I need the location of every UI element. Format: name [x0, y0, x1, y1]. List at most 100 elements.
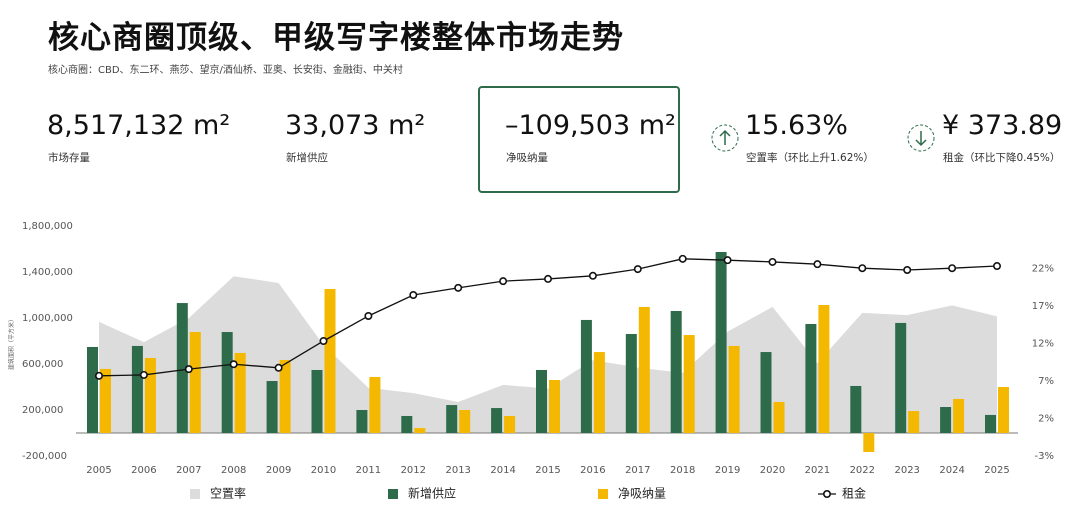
bar	[985, 414, 996, 433]
x-tick-label: 2010	[311, 465, 336, 476]
kpi-value: 15.63%	[745, 110, 848, 141]
line-point	[95, 371, 104, 380]
x-tick-label: 2024	[939, 465, 964, 476]
y-axis-label: 建筑面积（平方米）	[8, 316, 16, 370]
line-point	[274, 363, 283, 372]
y-tick-label: 600,000	[22, 359, 63, 370]
bar	[491, 408, 503, 433]
line-point	[499, 277, 508, 286]
legend-swatch	[598, 489, 608, 499]
x-tick-label: 2015	[535, 465, 560, 476]
bar	[504, 415, 516, 433]
line-point	[768, 257, 777, 266]
x-tick-label: 2016	[580, 465, 605, 476]
bar	[536, 369, 547, 433]
x-tick-label: 2025	[984, 465, 1009, 476]
x-tick-label: 2007	[176, 465, 201, 476]
bar	[908, 411, 920, 433]
plot	[76, 251, 1018, 452]
bar	[940, 407, 952, 433]
x-tick-label: 2014	[490, 465, 515, 476]
line-point	[364, 311, 373, 320]
bar	[131, 345, 143, 433]
bar	[715, 251, 727, 433]
bar	[324, 289, 336, 433]
kpi-value: 33,073 m²	[285, 110, 426, 141]
bar	[760, 352, 772, 433]
x-tick-label: 2008	[221, 465, 246, 476]
y-tick-label: 1,800,000	[22, 221, 73, 232]
y-tick-label: -200,000	[22, 451, 67, 462]
bar	[683, 335, 695, 433]
legend-label: 净吸纳量	[618, 487, 666, 501]
bar	[311, 369, 323, 433]
bar	[953, 398, 965, 433]
legend-label: 新增供应	[408, 486, 456, 501]
bar	[773, 401, 785, 433]
line-point	[948, 264, 957, 273]
bar	[446, 405, 458, 433]
bar	[369, 376, 381, 433]
x-tick-label: 2009	[266, 465, 291, 476]
line-point	[409, 290, 418, 299]
bar	[863, 433, 875, 452]
line-point	[723, 256, 732, 265]
y2-tick-label: 7%	[1038, 376, 1054, 387]
bar	[279, 359, 291, 433]
line-point	[588, 271, 597, 280]
kpi-value: ¥ 373.89	[942, 110, 1063, 141]
kpi-value: –109,503 m²	[505, 110, 676, 141]
x-tick-label: 2006	[131, 465, 156, 476]
line-point	[139, 370, 148, 379]
kpi-label: 净吸纳量	[506, 152, 548, 164]
area	[99, 276, 997, 434]
bar	[549, 379, 560, 433]
x-tick-label: 2023	[894, 465, 919, 476]
bar	[638, 306, 650, 433]
bar	[221, 332, 233, 433]
bar	[895, 322, 907, 433]
kpi-label: 新增供应	[286, 152, 328, 164]
y2-tick-label: 22%	[1032, 264, 1054, 275]
line-point	[678, 254, 687, 263]
line-point	[229, 360, 238, 369]
bar	[818, 305, 830, 433]
legend-swatch	[822, 489, 831, 498]
subtitle: 核心商圈：CBD、东二环、燕莎、望京/酒仙桥、亚奥、长安街、金融街、中关村	[48, 65, 403, 76]
down-icon	[907, 124, 935, 152]
bar	[459, 410, 471, 433]
legend-label: 空置率	[210, 486, 246, 501]
y2-tick-label: 17%	[1032, 301, 1054, 312]
x-tick-label: 2017	[625, 465, 650, 476]
up-icon	[711, 124, 739, 152]
line-point	[633, 265, 642, 274]
bar	[728, 345, 740, 433]
x-tick-label: 2005	[86, 465, 111, 476]
y2-tick-label: 2%	[1038, 414, 1054, 425]
bar	[401, 415, 413, 433]
bar	[87, 346, 98, 433]
y2-tick-label: -3%	[1035, 451, 1054, 462]
bar	[593, 352, 605, 433]
legend-swatch	[190, 489, 200, 499]
x-tick-label: 2021	[805, 465, 830, 476]
y2-tick-label: 12%	[1032, 339, 1054, 350]
bar	[580, 319, 592, 433]
bar	[266, 381, 278, 433]
bar	[414, 428, 426, 433]
x-tick-label: 2020	[760, 465, 785, 476]
legend-label: 租金	[842, 486, 866, 501]
line-point	[992, 262, 1001, 271]
kpi-label: 空置率（环比上升1.62%）	[746, 152, 874, 164]
kpi-label: 租金（环比下降0.45%）	[943, 152, 1061, 164]
x-tick-label: 2013	[445, 465, 470, 476]
x-tick-label: 2011	[356, 465, 381, 476]
bar	[625, 333, 637, 433]
line-point	[903, 265, 912, 274]
legend-swatch	[388, 489, 398, 499]
y-tick-label: 1,400,000	[22, 267, 73, 278]
bar	[234, 352, 246, 433]
kpi-value: 8,517,132 m²	[47, 110, 231, 141]
